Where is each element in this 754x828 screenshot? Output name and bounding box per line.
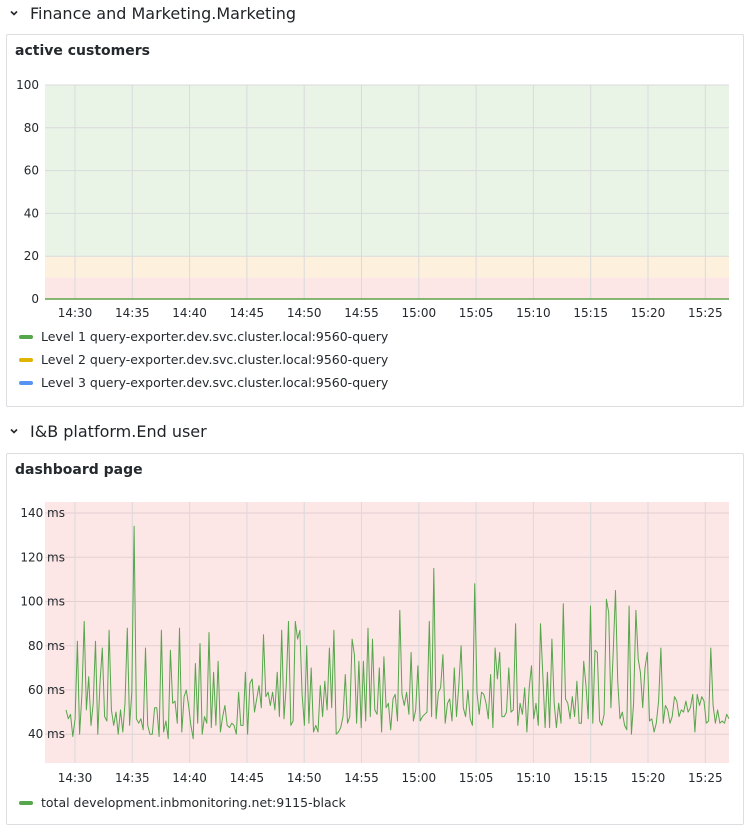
y-tick-label: 100 xyxy=(16,78,39,92)
y-tick-label: 100 ms xyxy=(20,595,65,609)
row-header-finance-marketing[interactable]: Finance and Marketing.Marketing xyxy=(0,0,296,26)
x-tick-label: 15:20 xyxy=(631,771,666,785)
threshold-band xyxy=(45,277,729,299)
x-tick-label: 14:45 xyxy=(230,771,265,785)
active-customers-chart: 0 20 40 60 80 100 14:30 14:35 14:40 14:45 14:50 14:… xyxy=(16,78,729,320)
legend-label: Level 1 query-exporter.dev.svc.cluster.l… xyxy=(41,329,389,344)
y-tick-label: 140 ms xyxy=(20,506,65,520)
y-tick-label: 80 ms xyxy=(28,639,65,653)
x-tick-label: 15:05 xyxy=(459,771,494,785)
y-tick-label: 120 ms xyxy=(20,550,65,564)
x-tick-label: 15:10 xyxy=(516,771,551,785)
x-tick-label: 15:00 xyxy=(402,771,437,785)
legend-label: Level 2 query-exporter.dev.svc.cluster.l… xyxy=(41,352,389,367)
y-tick-label: 60 ms xyxy=(28,683,65,697)
legend: Level 1 query-exporter.dev.svc.cluster.l… xyxy=(19,325,388,394)
x-tick-label: 14:30 xyxy=(58,771,93,785)
legend-item[interactable]: Level 1 query-exporter.dev.svc.cluster.l… xyxy=(19,325,388,348)
legend-label: total development.inbmonitoring.net:9115… xyxy=(41,795,346,810)
x-tick-label: 15:10 xyxy=(516,306,551,320)
series-color-swatch xyxy=(19,380,33,385)
x-tick-label: 14:40 xyxy=(172,771,207,785)
row-title: Finance and Marketing.Marketing xyxy=(30,3,297,23)
series-color-swatch xyxy=(19,800,33,805)
legend-item[interactable]: total development.inbmonitoring.net:9115… xyxy=(19,791,346,814)
y-tick-label: 40 ms xyxy=(28,727,65,741)
x-tick-label: 15:25 xyxy=(688,771,723,785)
x-tick-label: 15:00 xyxy=(402,306,437,320)
legend-item[interactable]: Level 2 query-exporter.dev.svc.cluster.l… xyxy=(19,348,388,371)
chevron-down-icon[interactable] xyxy=(6,5,22,21)
legend: total development.inbmonitoring.net:9115… xyxy=(19,791,346,814)
row-title: I&B platform.End user xyxy=(30,421,207,441)
y-tick-label: 0 xyxy=(31,292,39,306)
threshold-band xyxy=(45,256,729,278)
x-tick-label: 14:35 xyxy=(115,306,150,320)
x-tick-label: 14:30 xyxy=(58,306,93,320)
y-tick-label: 80 xyxy=(24,121,39,135)
series-color-swatch xyxy=(19,357,33,362)
chevron-down-icon[interactable] xyxy=(6,423,22,439)
series-line xyxy=(65,525,730,740)
x-tick-label: 14:50 xyxy=(287,771,322,785)
legend-item[interactable]: Level 3 query-exporter.dev.svc.cluster.l… xyxy=(19,371,388,394)
x-tick-label: 14:45 xyxy=(230,306,265,320)
y-tick-label: 60 xyxy=(24,164,39,178)
x-tick-label: 15:15 xyxy=(573,306,608,320)
dashboard-page-chart: 40 ms 60 ms 80 ms 100 ms 120 ms 140 ms 14:30 14… xyxy=(20,502,730,785)
x-tick-label: 14:35 xyxy=(115,771,150,785)
row-header-ib-platform[interactable]: I&B platform.End user xyxy=(0,418,207,444)
y-tick-label: 40 xyxy=(24,206,39,220)
x-tick-label: 14:50 xyxy=(287,306,322,320)
panel-title: dashboard page xyxy=(15,462,143,478)
panel-active-customers: active customers 0 20 40 60 80 100 14:30 14:35 1… xyxy=(6,34,744,407)
x-tick-label: 14:55 xyxy=(344,306,379,320)
x-tick-label: 15:15 xyxy=(573,771,608,785)
x-tick-label: 15:25 xyxy=(688,306,723,320)
x-tick-label: 14:55 xyxy=(344,771,379,785)
panel-dashboard-page: dashboard page 40 ms 60 ms 80 ms 100 ms 120 … xyxy=(6,453,744,825)
x-tick-label: 14:40 xyxy=(172,306,207,320)
legend-label: Level 3 query-exporter.dev.svc.cluster.l… xyxy=(41,375,389,390)
panel-title: active customers xyxy=(15,43,150,59)
y-tick-label: 20 xyxy=(24,249,39,263)
x-tick-label: 15:20 xyxy=(631,306,666,320)
x-tick-label: 15:05 xyxy=(459,306,494,320)
series-color-swatch xyxy=(19,334,33,339)
